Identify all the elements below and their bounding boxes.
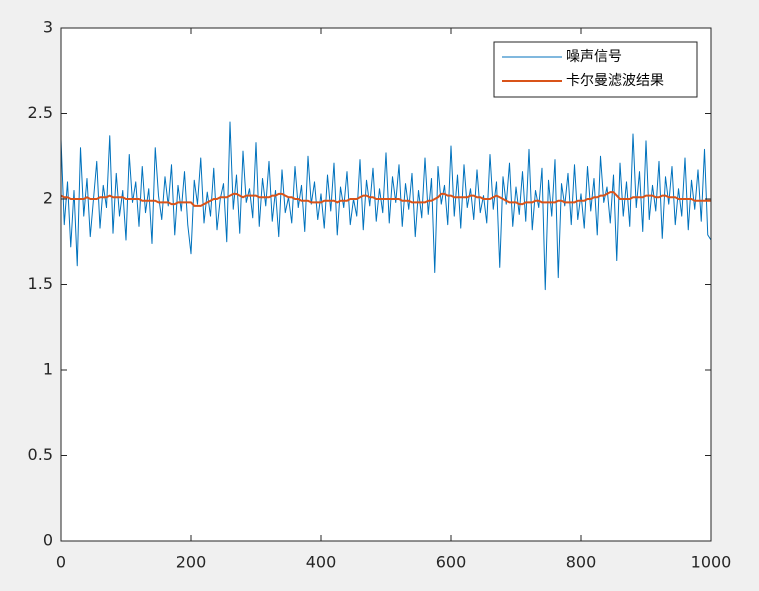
x-tick-label: 600 — [436, 553, 467, 572]
y-tick-label: 2.5 — [28, 103, 53, 122]
y-tick-label: 1 — [43, 360, 53, 379]
legend-label: 卡尔曼滤波结果 — [566, 73, 664, 89]
x-tick-label: 0 — [56, 553, 66, 572]
y-tick-label: 0 — [43, 531, 53, 550]
x-tick-label: 800 — [566, 553, 597, 572]
axes-background — [61, 28, 711, 541]
x-tick-label: 1000 — [691, 553, 732, 572]
legend-label: 噪声信号 — [566, 49, 622, 65]
series-line — [60, 121, 712, 291]
x-tick-label: 400 — [306, 553, 337, 572]
series-line — [60, 191, 711, 207]
y-tick-label: 3 — [43, 18, 53, 37]
y-tick-label: 0.5 — [28, 445, 53, 464]
x-tick-label: 200 — [176, 553, 207, 572]
y-tick-label: 2 — [43, 189, 53, 208]
legend-box — [493, 41, 698, 98]
y-tick-label: 1.5 — [28, 274, 53, 293]
